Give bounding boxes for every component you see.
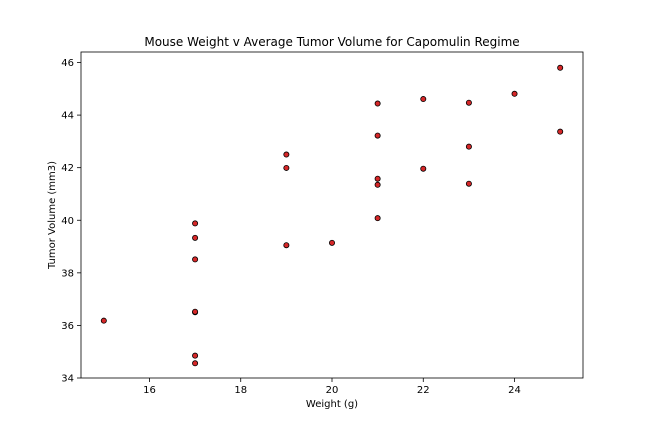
data-point bbox=[465, 143, 472, 150]
x-tick-label: 20 bbox=[326, 385, 339, 396]
plot-area-frame bbox=[80, 51, 584, 379]
data-point bbox=[192, 360, 199, 367]
y-axis-ticks: 34 36 38 40 42 44 46 bbox=[61, 58, 81, 385]
data-point bbox=[465, 180, 472, 187]
data-points bbox=[100, 64, 564, 367]
data-point bbox=[374, 132, 381, 139]
data-point bbox=[192, 234, 199, 241]
x-tick-label: 16 bbox=[143, 385, 156, 396]
y-tick-label: 34 bbox=[61, 374, 74, 385]
x-tick-label: 22 bbox=[417, 385, 430, 396]
data-point bbox=[283, 151, 290, 158]
y-tick-label: 40 bbox=[61, 216, 74, 227]
data-point bbox=[192, 308, 199, 315]
data-point bbox=[374, 100, 381, 107]
data-point bbox=[374, 215, 381, 222]
y-axis-label: Tumor Volume (mm3) bbox=[47, 161, 58, 270]
data-point bbox=[557, 128, 564, 135]
data-point bbox=[192, 352, 199, 359]
data-point bbox=[420, 165, 427, 172]
y-tick-label: 44 bbox=[61, 111, 74, 122]
data-point bbox=[511, 90, 518, 97]
data-point bbox=[192, 256, 199, 263]
chart-title: Mouse Weight v Average Tumor Volume for … bbox=[144, 35, 519, 49]
x-tick-label: 24 bbox=[508, 385, 521, 396]
x-tick-label: 18 bbox=[234, 385, 247, 396]
y-tick-label: 36 bbox=[61, 321, 74, 332]
data-point bbox=[465, 99, 472, 106]
data-point bbox=[100, 317, 107, 324]
y-tick-label: 38 bbox=[61, 268, 74, 279]
data-point bbox=[557, 64, 564, 71]
data-point bbox=[192, 220, 199, 227]
data-point bbox=[374, 175, 381, 182]
y-tick-label: 42 bbox=[61, 163, 74, 174]
data-point bbox=[283, 164, 290, 171]
x-axis-label: Weight (g) bbox=[306, 399, 358, 410]
data-point bbox=[328, 239, 335, 246]
y-tick-label: 46 bbox=[61, 58, 74, 69]
data-point bbox=[283, 242, 290, 249]
data-point bbox=[374, 181, 381, 188]
x-axis-ticks: 16 18 20 22 24 bbox=[143, 378, 521, 396]
data-point bbox=[420, 96, 427, 103]
